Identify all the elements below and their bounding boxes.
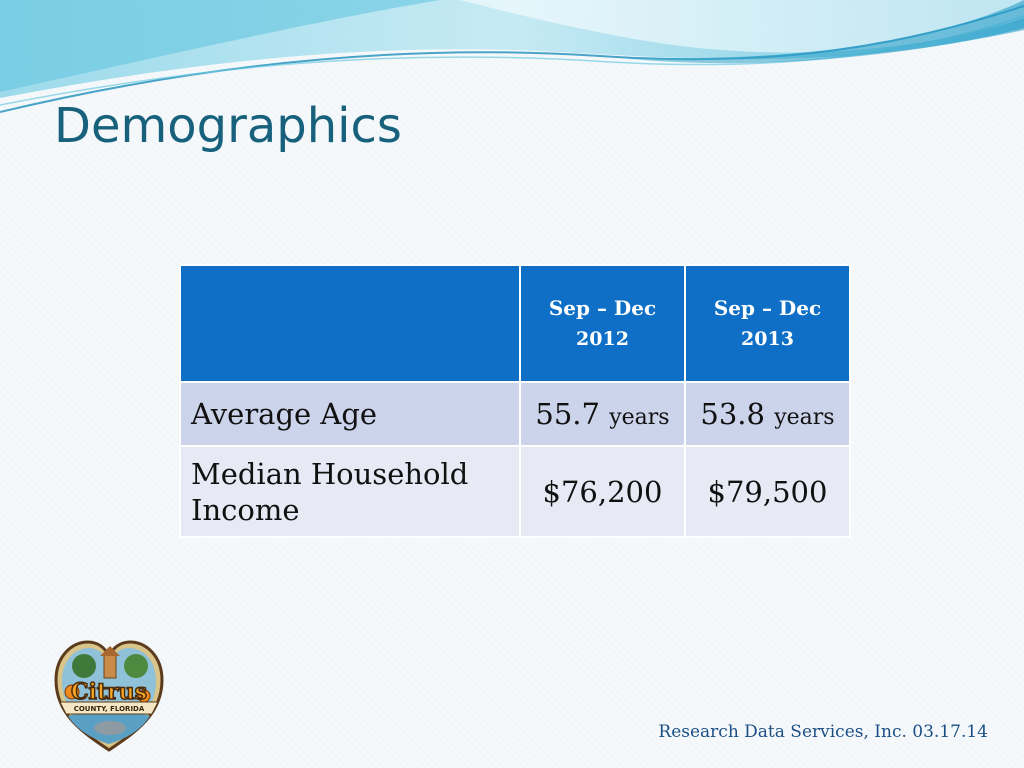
table-header-2013: Sep – Dec 2013 [684,264,851,383]
table-header-2012: Sep – Dec 2012 [519,264,686,383]
table-row-average-age: Average Age 55.7 years 53.8 years [179,381,851,447]
row-label: Average Age [179,381,521,447]
header-period-label: Sep – Dec [713,295,822,320]
table-header-empty-cell [179,264,521,383]
slide-title: Demographics [54,98,402,154]
citrus-county-logo-icon: Citrus COUNTY, FLORIDA [54,640,164,752]
demographics-table: Sep – Dec 2012 Sep – Dec 2013 Average Ag… [179,264,851,538]
value-unit: years [774,405,835,430]
value-number: $76,200 [542,474,663,509]
value-cell-2013: $79,500 [684,445,851,538]
svg-text:Citrus: Citrus [71,679,147,705]
header-period-label: Sep – Dec [548,295,657,320]
value-cell-2013: 53.8 years [684,381,851,447]
value-unit: years [609,405,670,430]
value-cell-2012: $76,200 [519,445,686,538]
header-wave-decoration [0,0,1024,113]
table-row-median-household-income: Median Household Income $76,200 $79,500 [179,445,851,538]
header-year-label: 2013 [741,327,794,350]
value-cell-2012: 55.7 years [519,381,686,447]
value-number: $79,500 [707,474,828,509]
value-number: 53.8 [700,397,765,431]
svg-text:COUNTY, FLORIDA: COUNTY, FLORIDA [74,705,145,713]
row-label: Median Household Income [179,445,521,538]
table-header-row: Sep – Dec 2012 Sep – Dec 2013 [179,264,851,383]
header-year-label: 2012 [576,327,629,350]
value-number: 55.7 [535,397,600,431]
footer-credit: Research Data Services, Inc. 03.17.14 [658,722,988,742]
